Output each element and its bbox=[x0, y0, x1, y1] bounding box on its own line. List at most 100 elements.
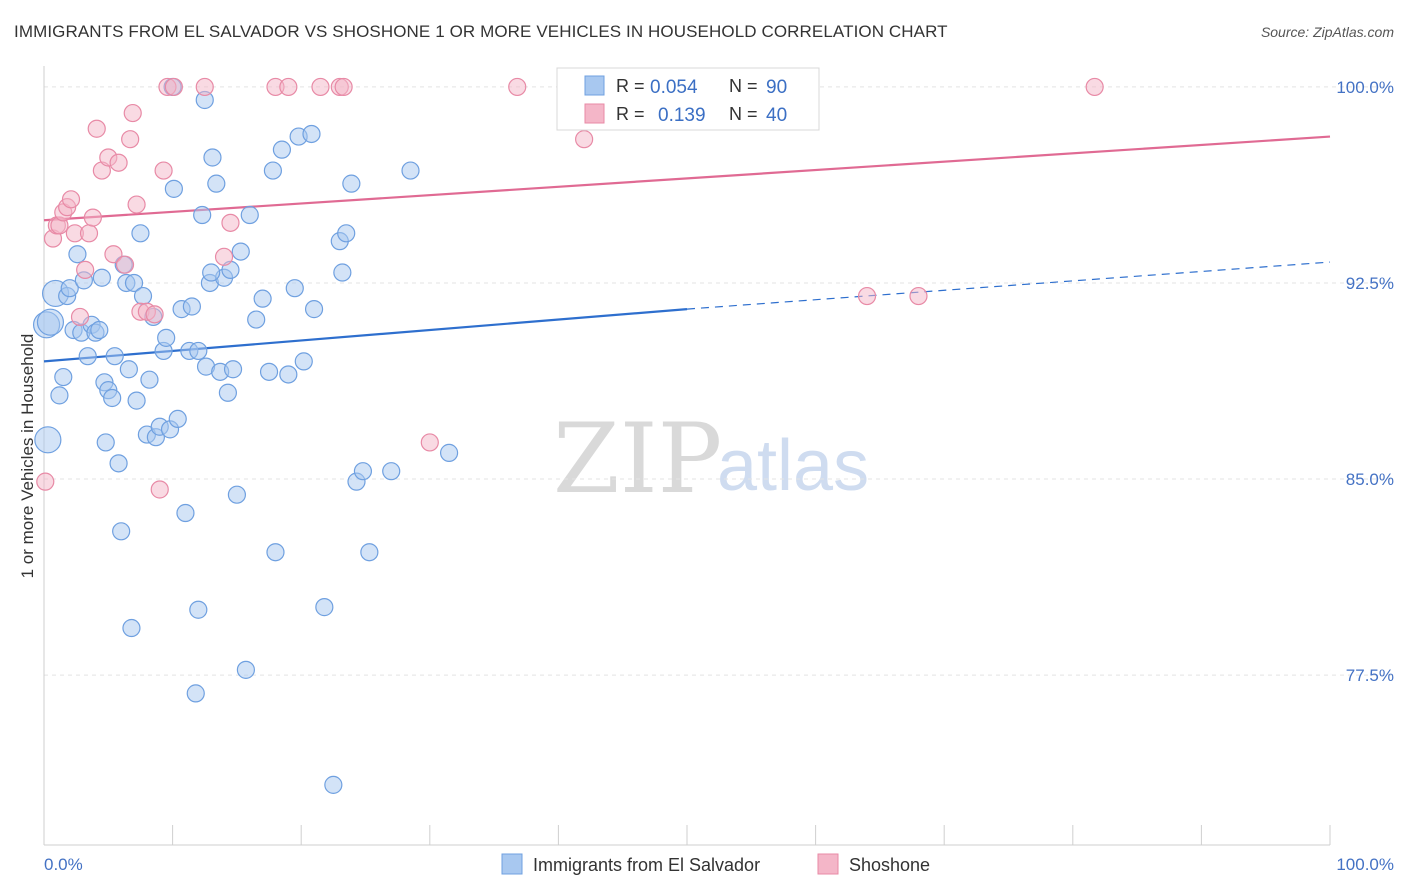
shoshone-point bbox=[909, 286, 928, 306]
salvador-point bbox=[131, 224, 150, 243]
shoshone-point bbox=[221, 213, 240, 232]
shoshone-point bbox=[164, 77, 183, 97]
y-tick-label: 77.5% bbox=[1346, 666, 1394, 685]
watermark-zip: ZIP bbox=[553, 403, 722, 515]
salvador-point bbox=[119, 360, 138, 379]
shoshone-point bbox=[123, 103, 142, 123]
salvador-point bbox=[133, 286, 153, 306]
salvador-point bbox=[193, 205, 212, 225]
salvador-point bbox=[182, 297, 201, 316]
y-tick-labels: 100.0% 92.5% 85.0% 77.5% bbox=[1336, 78, 1394, 685]
salvador-point bbox=[259, 362, 279, 381]
legend-r-label-1: R = bbox=[616, 76, 645, 96]
shoshone-trend-line bbox=[43, 135, 1331, 222]
axes bbox=[43, 66, 1331, 846]
shoshone-point bbox=[508, 77, 527, 97]
salvador-point bbox=[122, 618, 141, 638]
shoshone-point bbox=[145, 305, 164, 324]
salvador-point bbox=[353, 462, 373, 481]
shoshone-point bbox=[36, 472, 55, 491]
salvador-point bbox=[189, 600, 208, 619]
bottom-legend-swatch-shoshone bbox=[817, 853, 839, 875]
salvador-point bbox=[202, 263, 221, 282]
salvador-point bbox=[168, 409, 187, 429]
salvador-point bbox=[253, 289, 272, 308]
salvador-point bbox=[401, 161, 420, 180]
shoshone-point bbox=[83, 208, 102, 227]
salvador-point bbox=[285, 279, 304, 298]
x-tick-label-min: 0.0% bbox=[44, 855, 83, 874]
shoshone-point bbox=[79, 224, 99, 243]
salvador-point bbox=[90, 320, 109, 340]
chart-source: Source: ZipAtlas.com bbox=[1260, 24, 1394, 40]
legend-swatch-shoshone bbox=[584, 103, 605, 124]
shoshone-point bbox=[115, 255, 135, 274]
y-tick-label: 85.0% bbox=[1346, 470, 1394, 489]
shoshone-point bbox=[70, 307, 90, 327]
salvador-point bbox=[342, 174, 361, 193]
salvador-point bbox=[382, 462, 401, 481]
shoshone-point bbox=[214, 247, 234, 266]
shoshone-point bbox=[154, 161, 173, 180]
legend-swatch-salvador bbox=[584, 75, 605, 96]
chart-title: IMMIGRANTS FROM EL SALVADOR VS SHOSHONE … bbox=[14, 22, 948, 41]
salvador-point bbox=[78, 347, 97, 366]
salvador-point bbox=[218, 383, 237, 402]
salvador-point bbox=[127, 391, 146, 410]
salvador-point bbox=[263, 161, 283, 180]
legend-n-label-1: N = bbox=[729, 76, 758, 96]
y-axis-title: 1 or more Vehicles in Household bbox=[18, 334, 37, 579]
shoshone-point bbox=[420, 433, 439, 452]
x-tick-label-max: 100.0% bbox=[1336, 855, 1394, 874]
salvador-point bbox=[324, 775, 343, 794]
salvador-trend-extension bbox=[686, 261, 1331, 310]
salvador-point bbox=[103, 388, 122, 408]
salvador-point bbox=[105, 347, 124, 366]
salvador-point bbox=[302, 124, 321, 144]
trend-lines bbox=[43, 135, 1331, 363]
salvador-point bbox=[240, 205, 259, 225]
salvador-point bbox=[304, 300, 324, 319]
salvador-point bbox=[109, 454, 128, 473]
salvador-point bbox=[247, 310, 266, 329]
salvador-point bbox=[272, 140, 292, 159]
salvador-point bbox=[54, 367, 73, 387]
shoshone-point bbox=[61, 190, 81, 209]
legend-r-label-2: R = bbox=[616, 104, 645, 124]
salvador-point bbox=[112, 522, 131, 541]
salvador-point bbox=[294, 352, 313, 371]
salvador-trend-line bbox=[43, 308, 688, 363]
data-points bbox=[32, 77, 1104, 794]
salvador-point bbox=[279, 365, 298, 384]
shoshone-point bbox=[279, 77, 298, 97]
legend-r-value-2: 0.139 bbox=[658, 105, 706, 126]
shoshone-point bbox=[334, 77, 353, 97]
salvador-point bbox=[236, 660, 256, 679]
salvador-point bbox=[60, 279, 79, 298]
watermark-atlas: atlas bbox=[717, 426, 869, 506]
salvador-point bbox=[176, 503, 195, 523]
salvador-point bbox=[207, 174, 226, 193]
bottom-legend: Immigrants from El Salvador Shoshone bbox=[501, 853, 930, 875]
salvador-point bbox=[333, 263, 352, 282]
salvador-point bbox=[164, 179, 183, 198]
shoshone-point bbox=[121, 130, 140, 149]
shoshone-point bbox=[127, 195, 146, 214]
salvador-point bbox=[360, 543, 379, 562]
salvador-point bbox=[227, 485, 246, 504]
salvador-point bbox=[36, 308, 65, 336]
salvador-point bbox=[157, 328, 176, 347]
salvador-point bbox=[50, 386, 69, 405]
shoshone-point bbox=[857, 286, 877, 306]
top-legend: R = 0.054 N = 90 R = 0.139 N = 40 bbox=[556, 67, 820, 131]
salvador-point bbox=[315, 598, 334, 617]
salvador-point bbox=[68, 245, 87, 264]
legend-r-value-1: 0.054 bbox=[650, 77, 698, 98]
shoshone-point bbox=[311, 77, 330, 97]
salvador-point bbox=[124, 273, 144, 293]
salvador-point bbox=[266, 543, 285, 562]
bottom-legend-label-shoshone: Shoshone bbox=[849, 855, 930, 875]
y-tick-label: 92.5% bbox=[1346, 274, 1394, 293]
bottom-legend-label-salvador: Immigrants from El Salvador bbox=[533, 855, 760, 875]
